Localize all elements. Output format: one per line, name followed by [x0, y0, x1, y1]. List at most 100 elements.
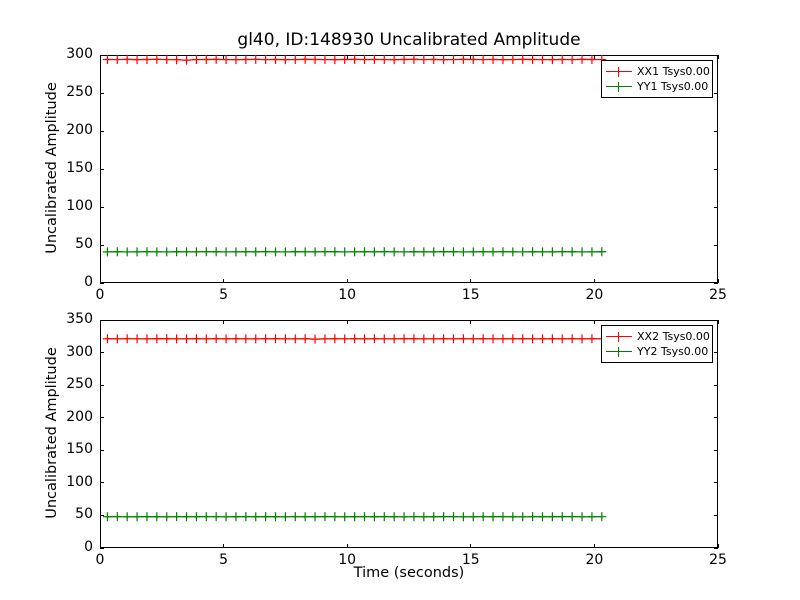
y-tick-mark	[714, 482, 718, 484]
y-tick-label: 100	[66, 198, 93, 214]
y-tick-label: 250	[66, 84, 93, 100]
legend-label: YY1 Tsys0.00	[637, 80, 709, 93]
legend-marker-icon	[606, 346, 632, 358]
y-tick-mark	[100, 282, 104, 284]
series-markers	[102, 54, 607, 65]
y-tick-mark	[714, 130, 718, 132]
x-tick-mark	[346, 279, 348, 283]
x-tick-label: 15	[461, 287, 480, 303]
x-tick-label: 25	[709, 552, 727, 568]
y-tick-label: 50	[75, 236, 93, 252]
x-tick-label: 0	[95, 552, 105, 568]
top-legend: XX1 Tsys0.00 YY1 Tsys0.00	[601, 60, 713, 98]
legend-entry: XX2 Tsys0.00	[606, 329, 710, 344]
y-tick-label: 0	[84, 274, 93, 290]
y-tick-mark	[100, 482, 104, 484]
y-tick-mark	[714, 282, 718, 284]
y-tick-mark	[100, 449, 104, 451]
y-tick-mark	[100, 54, 104, 56]
x-tick-mark	[593, 279, 595, 283]
x-tick-mark	[223, 279, 225, 283]
series-markers	[102, 334, 607, 344]
y-tick-mark	[100, 319, 104, 321]
legend-entry: YY2 Tsys0.00	[606, 344, 709, 359]
x-tick-label: 10	[338, 552, 357, 568]
x-tick-mark	[470, 320, 472, 324]
y-tick-mark	[714, 514, 718, 517]
y-tick-label: 250	[66, 376, 93, 393]
series-xx	[102, 54, 607, 65]
x-tick-mark	[593, 320, 595, 324]
y-tick-mark	[100, 244, 104, 246]
x-tick-label: 10	[338, 287, 357, 303]
x-tick-label: 15	[461, 552, 480, 568]
bottom-legend: XX2 Tsys0.00 YY2 Tsys0.00	[601, 325, 713, 363]
y-tick-mark	[714, 384, 718, 386]
y-tick-label: 200	[66, 122, 93, 138]
y-tick-mark	[100, 206, 104, 208]
x-tick-label: 25	[709, 287, 727, 303]
y-tick-mark	[100, 417, 104, 419]
y-tick-mark	[714, 352, 718, 354]
legend-label: YY2 Tsys0.00	[637, 345, 709, 358]
y-tick-label: 350	[66, 311, 93, 327]
x-tick-mark	[223, 320, 225, 324]
y-tick-label: 150	[66, 441, 93, 458]
x-tick-mark	[223, 544, 225, 548]
legend-entry: XX1 Tsys0.00	[606, 64, 710, 79]
series-xx	[102, 334, 607, 344]
series-yy	[102, 512, 607, 522]
x-tick-mark	[717, 55, 719, 59]
x-tick-label: 5	[219, 552, 229, 568]
y-tick-mark	[714, 449, 718, 451]
y-tick-label: 100	[66, 473, 93, 490]
x-tick-mark	[717, 544, 719, 548]
x-tick-mark	[717, 279, 719, 283]
x-tick-mark	[99, 279, 101, 283]
figure-title: gl40, ID:148930 Uncalibrated Amplitude	[237, 30, 581, 50]
x-tick-mark	[470, 55, 472, 59]
y-tick-mark	[714, 54, 718, 56]
x-tick-mark	[99, 320, 101, 324]
legend-label: XX1 Tsys0.00	[637, 65, 710, 78]
legend-marker-icon	[606, 66, 632, 78]
x-tick-label: 20	[585, 552, 604, 568]
legend-marker-icon	[606, 331, 632, 343]
y-tick-mark	[714, 92, 718, 94]
x-tick-mark	[346, 320, 348, 324]
legend-entry: YY1 Tsys0.00	[606, 79, 709, 94]
x-tick-mark	[470, 279, 472, 283]
y-tick-mark	[714, 417, 718, 419]
x-tick-label: 20	[585, 287, 604, 303]
x-tick-label: 5	[219, 287, 229, 303]
y-tick-mark	[100, 547, 104, 549]
x-tick-label: 0	[95, 287, 105, 303]
y-tick-mark	[100, 352, 104, 354]
bottom-xlabel: Time (seconds)	[353, 565, 465, 581]
y-tick-mark	[714, 547, 718, 549]
y-tick-mark	[100, 384, 104, 386]
y-tick-mark	[714, 319, 718, 321]
y-tick-mark	[100, 92, 104, 94]
x-tick-mark	[99, 544, 101, 548]
x-tick-mark	[346, 544, 348, 548]
y-tick-label: 50	[75, 506, 93, 523]
x-tick-mark	[717, 320, 719, 324]
y-tick-mark	[100, 514, 104, 517]
y-tick-mark	[100, 168, 104, 170]
y-tick-mark	[100, 130, 104, 132]
legend-label: XX2 Tsys0.00	[637, 330, 710, 343]
x-tick-mark	[593, 55, 595, 59]
series-markers	[102, 247, 607, 257]
x-tick-mark	[470, 544, 472, 548]
x-tick-mark	[223, 55, 225, 59]
y-tick-label: 200	[66, 408, 93, 425]
legend-marker-icon	[606, 81, 632, 93]
x-tick-mark	[593, 544, 595, 548]
y-tick-mark	[714, 168, 718, 170]
y-tick-label: 300	[66, 46, 93, 62]
x-tick-mark	[346, 55, 348, 59]
